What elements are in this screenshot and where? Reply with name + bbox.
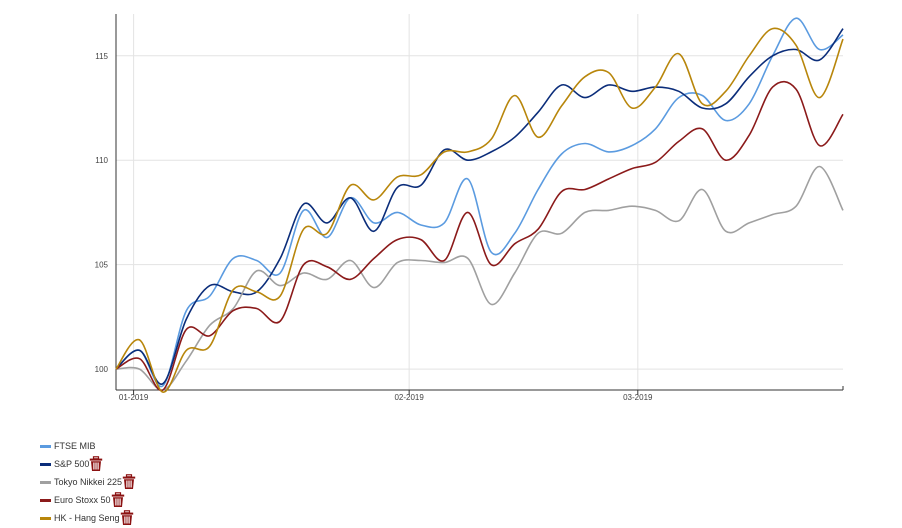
y-tick-label: 100 [95, 365, 109, 374]
legend-swatch [40, 444, 51, 448]
tick-labels: 100 105 110 115 01-2019 02-2019 03-2019 [95, 52, 653, 402]
legend-swatch [40, 516, 51, 520]
y-tick-label: 110 [95, 156, 108, 165]
legend-swatch [40, 462, 51, 466]
series-line-s-p-500 [115, 28, 844, 385]
legend-item-euro-stoxx-50: Euro Stoxx 50 [40, 491, 136, 509]
legend-label: Tokyo Nikkei 225 [54, 477, 123, 487]
axes [115, 14, 844, 395]
x-tick-label: 03-2019 [623, 393, 653, 402]
trash-icon[interactable] [111, 492, 125, 508]
series-lines [115, 17, 844, 393]
series-line-tokyo-nikkei-225 [115, 165, 844, 391]
trash-icon[interactable] [122, 474, 136, 490]
grid-lines [116, 14, 843, 390]
legend-item-s-p-500: S&P 500 [40, 455, 136, 473]
legend-label: FTSE MIB [54, 441, 96, 451]
legend-label: S&P 500 [54, 459, 90, 469]
legend-item-hk-hang-seng: HK - Hang Seng [40, 509, 136, 527]
series-line-euro-stoxx-50 [115, 80, 844, 392]
legend-swatch [40, 498, 51, 502]
legend: FTSE MIB S&P 500 Tokyo Nikkei 225 Euro Stox… [40, 437, 136, 527]
legend-label: Euro Stoxx 50 [54, 495, 111, 505]
line-chart: 100 105 110 115 01-2019 02-2019 03-2019 [95, 14, 844, 402]
legend-item-ftse-mib: FTSE MIB [40, 437, 136, 455]
series-line-ftse-mib [115, 17, 844, 388]
y-tick-label: 115 [95, 52, 108, 61]
y-tick-label: 105 [95, 261, 109, 270]
legend-swatch [40, 480, 51, 484]
trash-icon[interactable] [120, 510, 134, 526]
trash-icon[interactable] [89, 456, 103, 472]
series-line-hk-hang-seng [115, 27, 844, 393]
x-tick-label: 02-2019 [394, 393, 424, 402]
legend-label: HK - Hang Seng [54, 513, 120, 523]
legend-item-tokyo-nikkei-225: Tokyo Nikkei 225 [40, 473, 136, 491]
x-tick-label: 01-2019 [119, 393, 149, 402]
